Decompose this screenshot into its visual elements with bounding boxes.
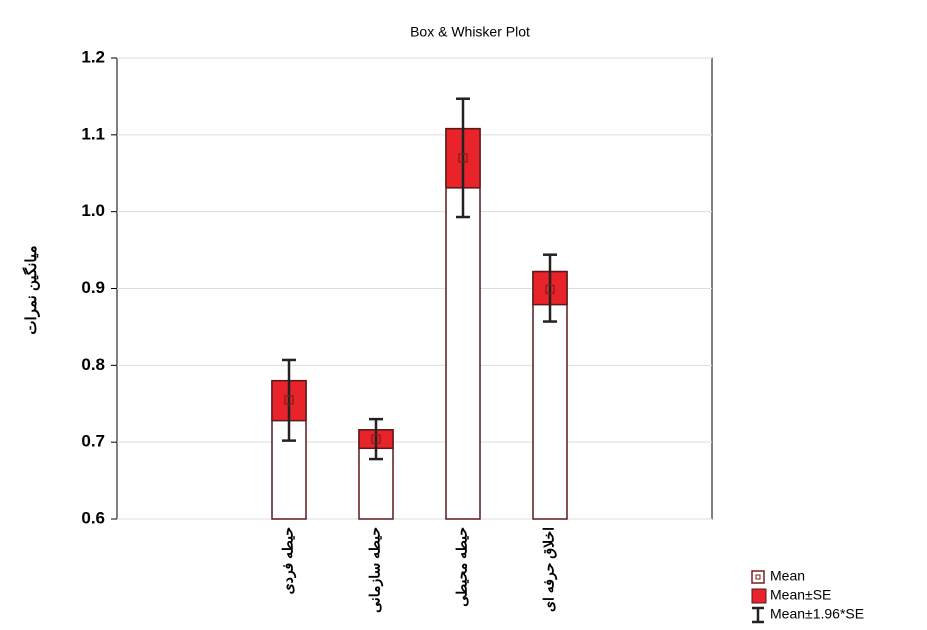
y-tick-label: 0.9 xyxy=(81,278,105,297)
y-tick-label: 1.0 xyxy=(81,201,105,220)
chart-title: Box & Whisker Plot xyxy=(410,24,530,40)
legend-swatch xyxy=(751,588,767,604)
y-tick-label: 1.1 xyxy=(81,124,105,143)
mean-marker xyxy=(458,153,468,163)
y-tick-label: 0.7 xyxy=(81,432,105,451)
legend-swatch xyxy=(755,574,761,580)
mean-marker xyxy=(545,284,555,294)
mean-marker xyxy=(371,434,381,444)
legend-label: Mean±SE xyxy=(770,587,831,603)
legend-label: Mean±1.96*SE xyxy=(770,606,864,622)
y-tick-label: 1.2 xyxy=(81,47,105,66)
mean-marker xyxy=(284,395,294,405)
y-axis-label: میانگین نمرات xyxy=(22,245,40,334)
legend-label: Mean xyxy=(770,568,805,584)
x-tick-label: حیطه سازمانی xyxy=(367,527,384,613)
y-tick-label: 0.6 xyxy=(81,508,105,527)
x-tick-label: حیطه محیطی xyxy=(454,527,470,607)
y-tick-label: 0.8 xyxy=(81,355,105,374)
x-tick-label: حیطه فردی xyxy=(280,527,297,594)
legend-swatch xyxy=(751,570,765,584)
x-tick-label: اخلاق حرفه ای xyxy=(541,527,558,612)
